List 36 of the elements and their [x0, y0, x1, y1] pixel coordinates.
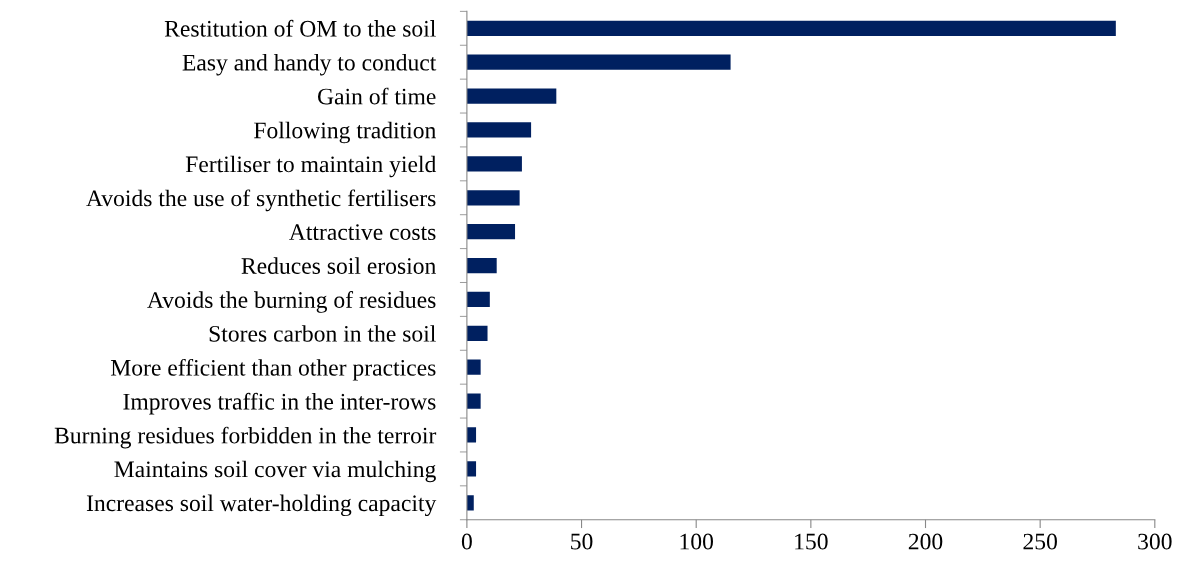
bar: [466, 54, 731, 70]
x-tick-label: 200: [908, 533, 943, 550]
bar: [466, 291, 490, 308]
y-tick-label: More efficient than other practices: [110, 358, 436, 381]
y-tick-label: Avoids the use of synthetic fertilisers: [86, 189, 436, 212]
bar: [466, 257, 497, 274]
y-tick-label: Stores carbon in the soil: [209, 325, 436, 342]
y-tick-label: Fertiliser to maintain yield: [185, 155, 437, 178]
y-tick-label: Increases soil water-holding capacity: [86, 494, 437, 517]
bar: [466, 224, 516, 240]
bar: [466, 190, 520, 206]
y-tick-label: Easy and handy to conduct: [182, 54, 437, 76]
bar: [466, 461, 477, 477]
x-tick-label: 150: [795, 533, 828, 550]
bar: [466, 359, 481, 375]
y-tick-label: Improves traffic in the inter-rows: [123, 392, 436, 415]
y-tick-label: Gain of time: [317, 87, 436, 105]
y-tick-label: Following tradition: [254, 121, 436, 144]
x-tick-label: 50: [571, 533, 593, 550]
bar: [466, 122, 532, 138]
x-tick-label: 250: [1023, 533, 1057, 550]
bar: [466, 393, 481, 409]
bar: [466, 156, 522, 172]
bar: [466, 88, 557, 104]
y-tick-label: Maintains soil cover via mulching: [114, 460, 436, 483]
y-tick-label: Attractive costs: [289, 224, 436, 241]
bar: [466, 427, 477, 443]
y-tick-label: Restitution of OM to the soil: [164, 19, 436, 37]
y-tick-label: Burning residues forbidden in the terroir: [54, 426, 437, 449]
y-tick-label: Reduces soil erosion: [241, 257, 436, 274]
bar: [466, 325, 488, 341]
bar: [466, 20, 1116, 36]
x-tick-label: 100: [680, 533, 714, 550]
x-tick-label: 0: [461, 533, 472, 550]
x-tick-label: 300: [1138, 533, 1172, 550]
y-tick-label: Avoids the burning of residues: [147, 291, 436, 313]
